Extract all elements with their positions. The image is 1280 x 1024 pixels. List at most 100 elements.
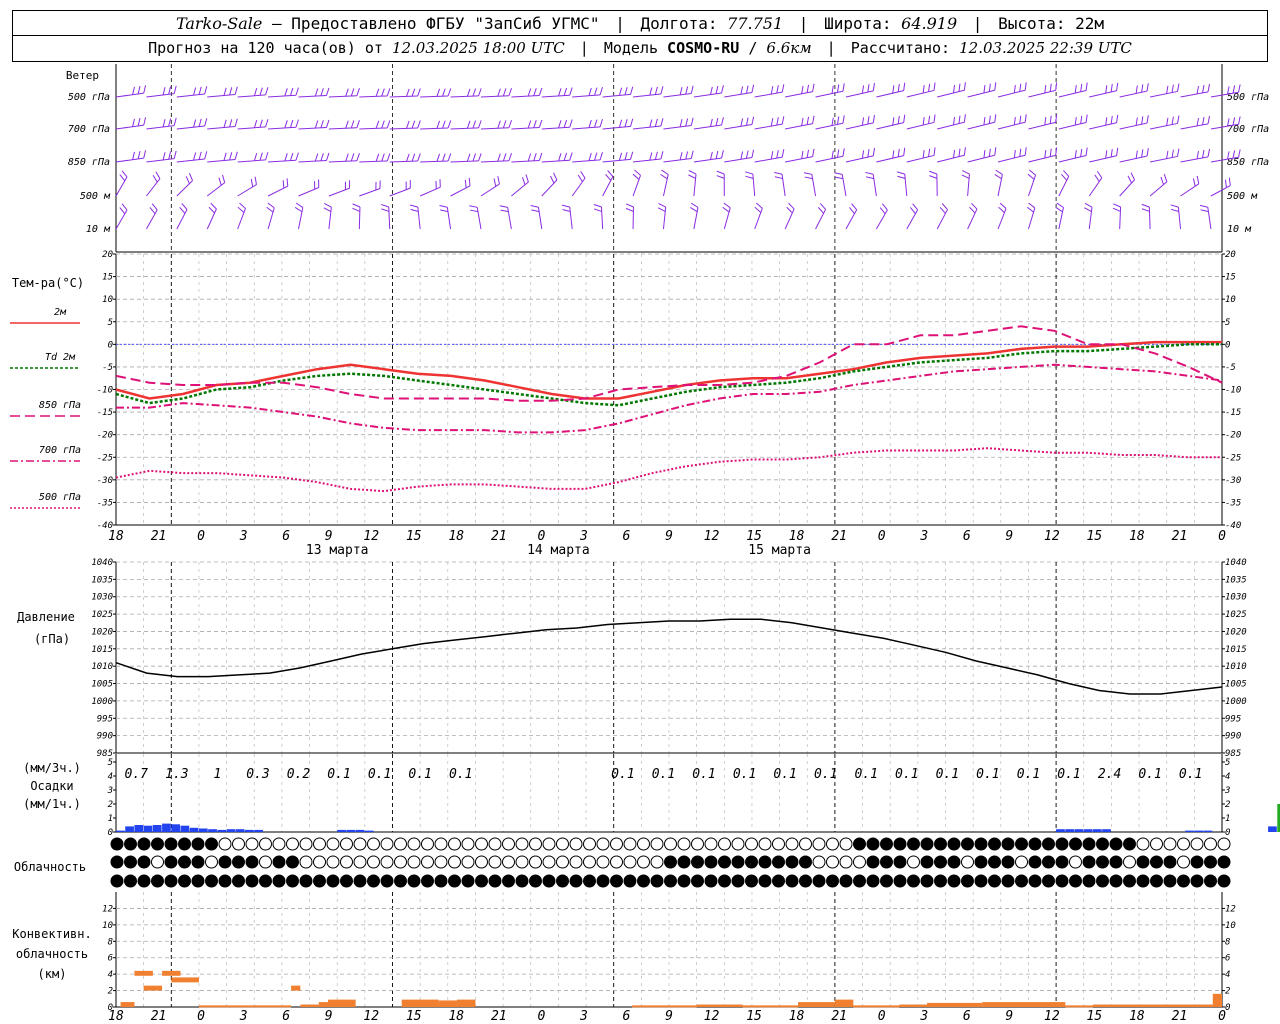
temp-axis-tick-left: -5	[102, 363, 113, 373]
wind-barb-flag	[253, 119, 258, 128]
cloud-circle	[745, 874, 758, 888]
wind-barb-shaft	[967, 174, 970, 197]
precip-total-3h: 0.2	[287, 767, 311, 782]
wind-barb-flag	[345, 120, 349, 129]
cloud-circle	[353, 837, 367, 851]
wind-barb-flag	[994, 147, 997, 156]
wind-barb-flag	[594, 152, 598, 161]
wind-barb-flag	[958, 83, 961, 92]
wind-barb-flag	[983, 84, 986, 94]
precip-axis-tick-right: 5	[1225, 758, 1230, 768]
cloud-circle	[934, 855, 947, 869]
wind-barb-shaft	[176, 158, 205, 163]
bottom-x-tick: 6	[282, 1009, 290, 1024]
cloud-circle	[785, 855, 799, 869]
bottom-x-tick: 9	[1005, 1009, 1013, 1024]
wind-barb-shaft	[1149, 181, 1168, 197]
wind-barb-flag	[527, 120, 532, 129]
wind-barb-flag	[314, 120, 319, 129]
wind-barb-flag	[1135, 117, 1138, 126]
cloud-circle	[799, 855, 812, 869]
cloud-circle	[731, 874, 745, 888]
wind-barb-flag	[995, 169, 1003, 175]
temp-series-3	[116, 363, 1223, 434]
precip-total-3h: 0.1	[327, 767, 350, 782]
wind-barb-flag	[679, 87, 683, 96]
temp-axis-tick-left: 5	[108, 318, 113, 328]
convective-bar	[632, 1005, 697, 1008]
wind-barb-flag	[1141, 149, 1144, 158]
wind-barb-flag	[386, 120, 391, 129]
temp-axis-tick-left: -20	[97, 431, 113, 441]
wind-barb-shaft	[633, 158, 661, 163]
wind-barb-flag	[1227, 151, 1230, 160]
pressure-axis-tick-left: 1020	[91, 627, 113, 637]
wind-barb-shaft	[781, 174, 786, 197]
wind-barb-flag	[994, 114, 997, 123]
wind-barb-shaft	[237, 126, 266, 130]
precip-bar	[171, 824, 181, 832]
wind-barb-shaft	[1180, 123, 1209, 130]
convective-bar	[798, 1002, 835, 1007]
wind-level-label: 10 м	[86, 224, 111, 235]
wind-barb-flag	[892, 150, 895, 159]
convective-bar	[1139, 1004, 1213, 1007]
wind-barb-flag	[806, 84, 810, 93]
wind-barb-flag	[922, 85, 925, 94]
wind-barb-flag	[577, 174, 583, 182]
temp-axis-tick-right: 10	[1225, 295, 1236, 305]
temp-axis-tick-right: -25	[1225, 453, 1241, 463]
wind-barb-flag	[324, 202, 332, 208]
wind-barb-shaft	[693, 174, 697, 197]
wind-barb-flag	[994, 82, 997, 91]
wind-barb-flag	[969, 206, 976, 214]
wind-barb-flag	[497, 176, 500, 185]
wind-barb-flag	[1105, 117, 1108, 126]
pressure-axis-tick-right: 1020	[1225, 627, 1247, 637]
cloud-circle	[313, 837, 326, 851]
pressure-axis-tick-left: 1005	[91, 680, 113, 690]
wind-barb-flag	[1146, 115, 1149, 124]
convective-axis-tick-left: 10	[102, 921, 113, 931]
cloud-circle	[1069, 837, 1082, 851]
wind-barb-flag	[599, 119, 603, 127]
cloud-circle	[367, 855, 380, 869]
wind-barb-flag	[745, 150, 749, 159]
cloud-circle	[421, 837, 434, 851]
wind-barb-flag	[533, 88, 537, 96]
wind-barb-flag	[806, 149, 810, 158]
wind-barb-flag	[1141, 203, 1150, 208]
temp-axis-tick-right: -30	[1225, 476, 1241, 486]
wind-barb-flag	[1146, 83, 1149, 92]
convective-title-3: (км)	[38, 967, 67, 981]
wind-barb-shaft	[541, 179, 558, 197]
wind-barb-flag	[181, 203, 188, 210]
cloud-circle	[772, 855, 785, 869]
temp-axis-tick-right: -20	[1225, 431, 1241, 441]
cloud-circle	[610, 855, 623, 869]
cloud-circle	[569, 837, 583, 851]
altitude-label: Высота:	[998, 14, 1066, 33]
wind-barb-flag	[1055, 206, 1063, 213]
wind-barb-flag	[1232, 150, 1236, 159]
temp-legend-label-0: 2м	[54, 307, 67, 318]
wind-barb-flag	[806, 116, 810, 125]
cloud-circle	[556, 855, 569, 869]
precip-bar	[1277, 804, 1280, 832]
wind-barb-flag	[958, 148, 961, 157]
wind-barb-flag	[831, 117, 834, 126]
wind-barb-flag	[1116, 114, 1119, 123]
wind-barb-flag	[1170, 204, 1179, 208]
wind-barb-flag	[632, 173, 640, 180]
wind-barb-flag	[149, 207, 156, 214]
wind-barb-shaft	[662, 207, 667, 230]
wind-barb-flag	[1166, 117, 1169, 126]
cloud-circle	[124, 837, 137, 851]
bottom-x-tick: 15	[1087, 1009, 1103, 1024]
cloud-circle	[434, 837, 448, 851]
wind-barb-flag	[715, 85, 719, 94]
precip-total-3h: 0.1	[1138, 767, 1161, 782]
wind-barb-shaft	[602, 125, 631, 130]
temp-x-tick: 0	[1218, 529, 1226, 544]
wind-barb-flag	[1074, 85, 1077, 94]
